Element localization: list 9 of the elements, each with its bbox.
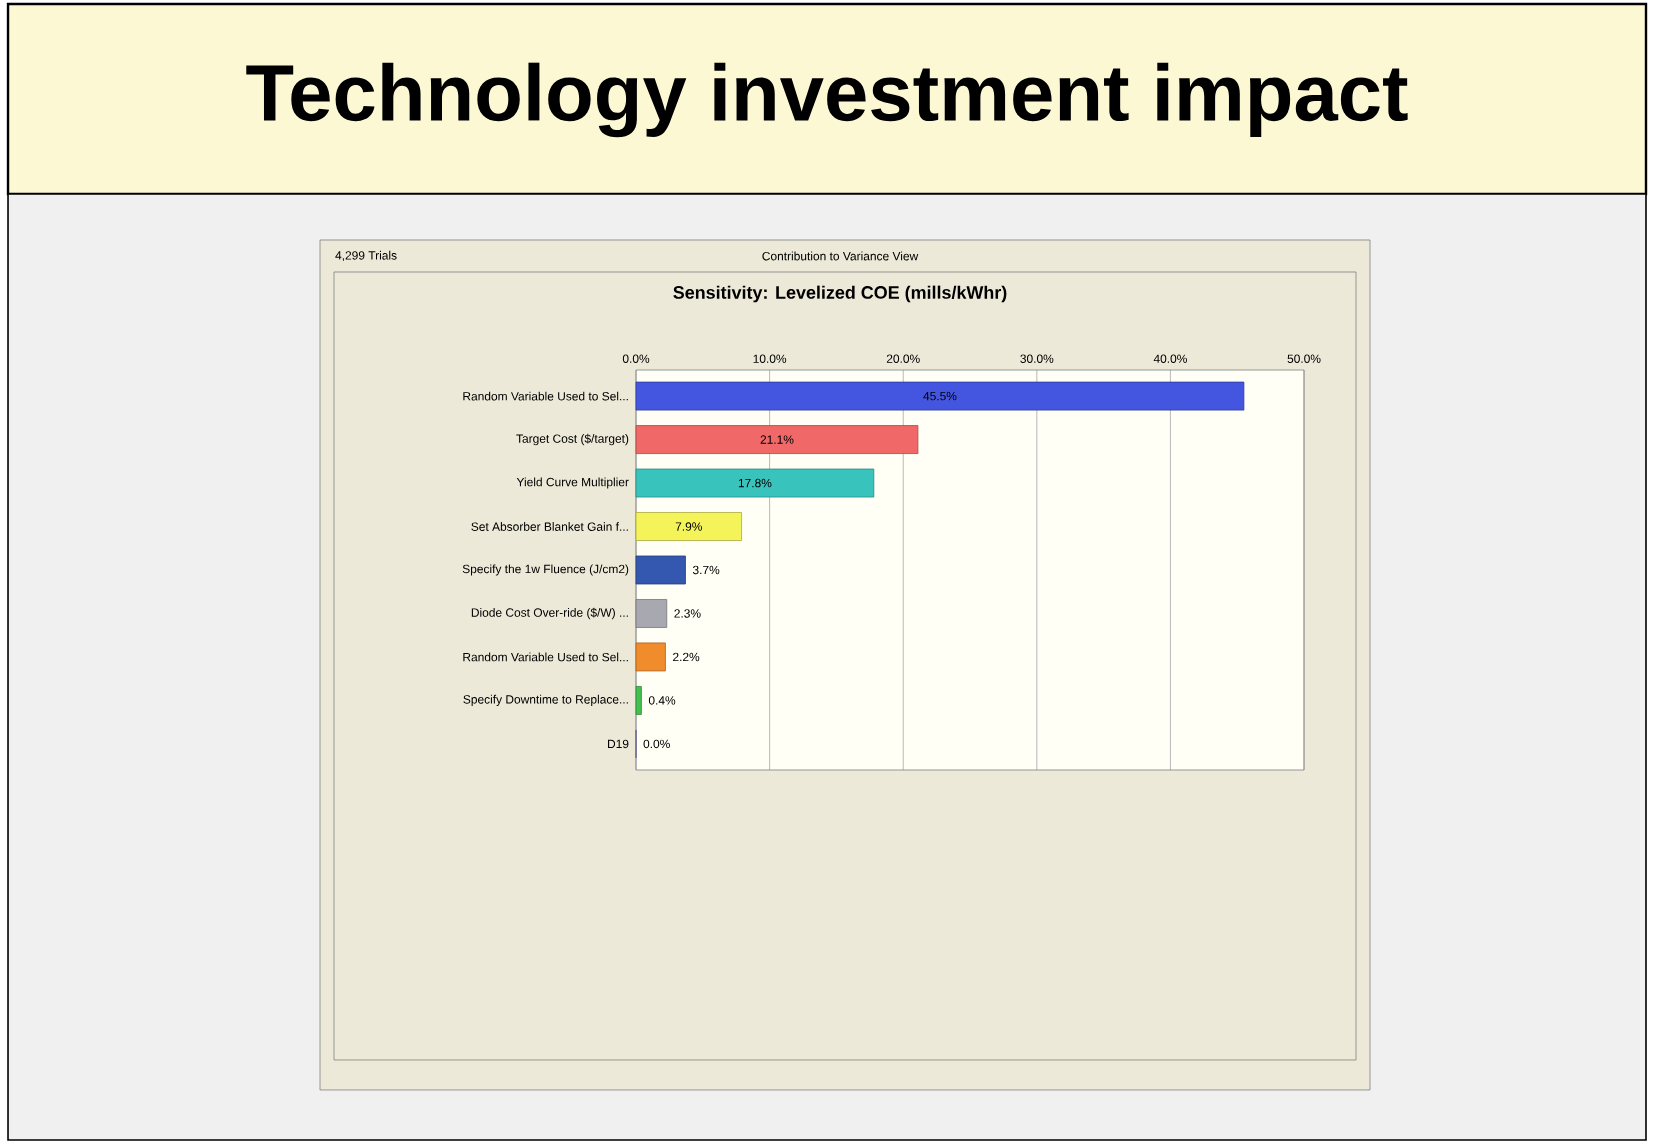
- chart-subtitle: Sensitivity: Levelized COE (mills/kWhr): [673, 285, 1007, 303]
- bar: [635, 425, 919, 454]
- bar: [635, 642, 666, 672]
- bar: [635, 686, 642, 715]
- bar: [635, 555, 686, 585]
- bar: [635, 512, 742, 541]
- chart-title: Technology investment impact: [246, 62, 1408, 138]
- bar: [635, 468, 875, 498]
- bar: [635, 381, 1245, 411]
